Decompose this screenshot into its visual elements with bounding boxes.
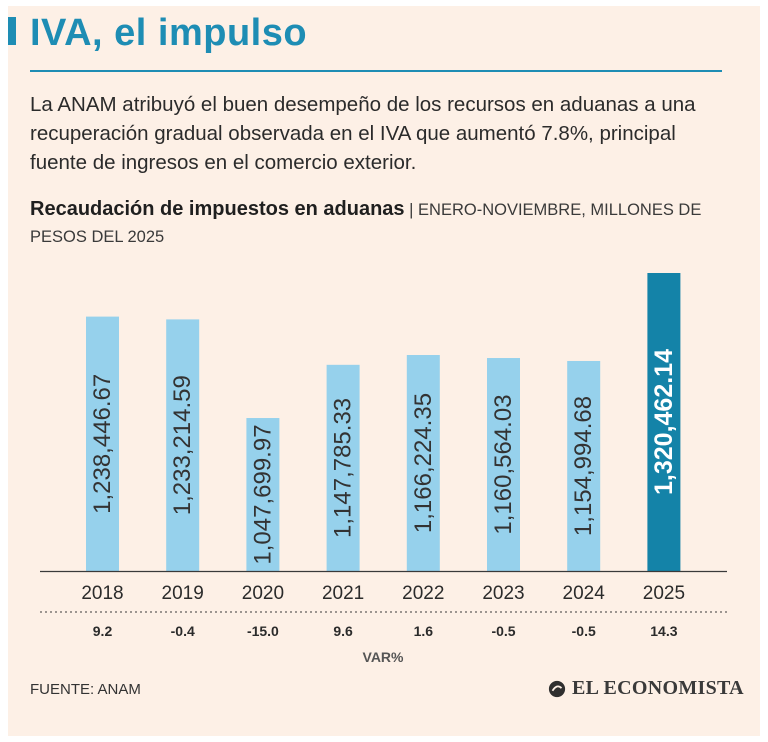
bar-2019 xyxy=(166,319,200,571)
chart-title: Recaudación de impuestos en aduanas xyxy=(30,198,405,220)
intro-paragraph: La ANAM atribuyó el buen desempeño de lo… xyxy=(30,93,696,174)
bar-2024 xyxy=(567,360,601,571)
brand-mark-icon xyxy=(548,680,566,697)
x-tick-label: 2023 xyxy=(482,583,524,604)
bar-2025 xyxy=(647,273,681,571)
x-tick-label: 2025 xyxy=(643,583,685,604)
bar-value-label: 1,160,564.03 xyxy=(490,394,517,534)
brand-logo: EL ECONOMISTA xyxy=(548,677,744,700)
bar-value-label: 1,238,446.67 xyxy=(89,374,116,514)
bar-2022 xyxy=(406,355,440,571)
var-pct-label: -15.0 xyxy=(247,623,279,639)
subtitle-separator: | xyxy=(404,201,419,219)
bar-value-label: 1,147,785.33 xyxy=(330,398,357,538)
infographic-panel xyxy=(8,6,760,736)
var-pct-label: 9.2 xyxy=(93,623,113,639)
title-accent-bar xyxy=(8,17,16,45)
chart-units: ENERO-NOVIEMBRE, MILLONES DE PESOS DEL 2… xyxy=(30,201,702,246)
bar-value-label: 1,233,214.59 xyxy=(169,375,196,515)
x-tick-label: 2020 xyxy=(242,583,284,604)
brand-name: EL ECONOMISTA xyxy=(572,677,744,699)
bar-value-label: 1,166,224.35 xyxy=(410,393,437,533)
x-tick-label: 2018 xyxy=(81,583,123,604)
var-pct-label: -0.5 xyxy=(491,623,515,639)
var-pct-label: -0.5 xyxy=(572,623,596,639)
x-tick-label: 2021 xyxy=(322,583,364,604)
source-note: FUENTE: ANAM xyxy=(30,681,141,698)
var-pct-label: 1.6 xyxy=(414,623,434,639)
bar-value-label: 1,154,994.68 xyxy=(570,396,597,536)
bar-2021 xyxy=(326,364,360,571)
x-tick-label: 2019 xyxy=(162,583,204,604)
bar-2020 xyxy=(246,418,280,571)
title-divider xyxy=(30,70,722,72)
bar-value-label: 1,320,462.14 xyxy=(650,349,678,495)
bar-2023 xyxy=(487,358,520,571)
var-pct-label: -0.4 xyxy=(171,623,195,639)
bar-value-label: 1,047,699.97 xyxy=(249,424,276,564)
var-pct-label: 9.6 xyxy=(333,623,353,639)
bar-2018 xyxy=(86,316,119,571)
x-tick-label: 2024 xyxy=(563,583,606,604)
page-title: IVA, el impulso xyxy=(30,12,308,54)
x-tick-label: 2022 xyxy=(402,583,444,604)
var-pct-label: 14.3 xyxy=(650,623,677,639)
var-caption: VAR% xyxy=(363,649,405,665)
chart-subtitle: Recaudación de impuestos en aduanas | EN… xyxy=(30,196,730,251)
